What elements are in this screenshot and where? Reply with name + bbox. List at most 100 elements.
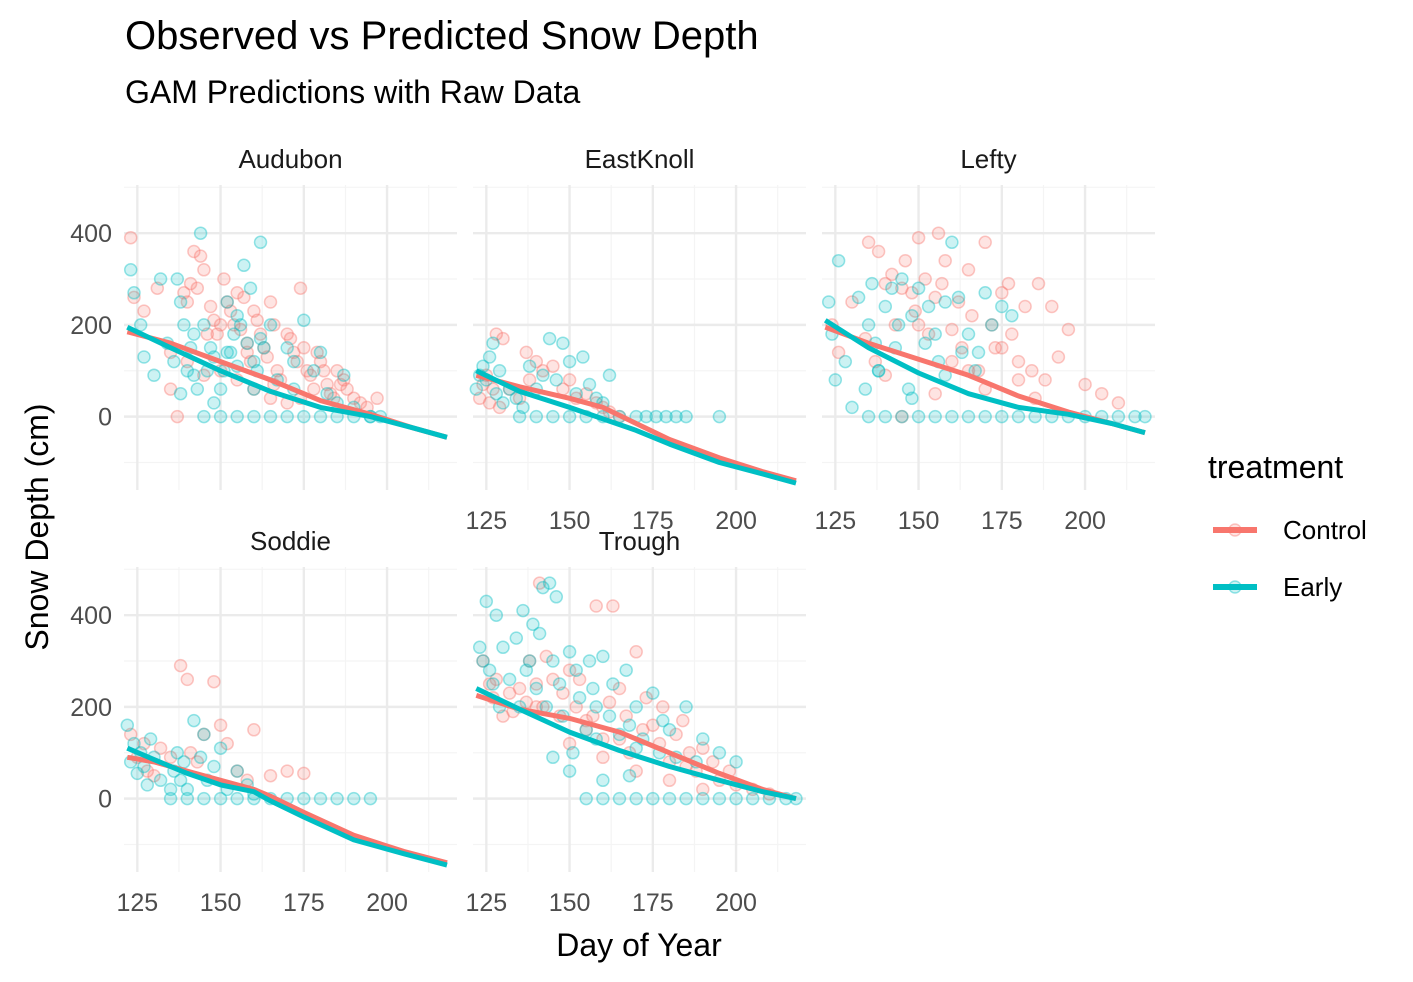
panel-eastknoll: EastKnoll 125 150 175 200 [465, 144, 806, 535]
data-point-early [512, 409, 527, 424]
data-point-control [476, 654, 490, 668]
data-point-early [140, 778, 155, 792]
data-point-control [556, 686, 570, 700]
gam-line-early [126, 324, 448, 440]
x-axis-title: Day of Year [556, 927, 722, 963]
data-point-early [163, 791, 178, 806]
data-point-control [150, 281, 165, 295]
data-point-early [193, 226, 208, 240]
data-point-early [566, 746, 580, 760]
data-point-early [542, 331, 557, 346]
data-point-early [532, 626, 547, 641]
data-point-early [622, 768, 637, 783]
data-point-control [579, 386, 593, 401]
data-point-early [130, 766, 145, 781]
data-point-control [586, 709, 600, 723]
data-point-early [951, 290, 966, 305]
data-point-early [895, 409, 909, 424]
data-point-control [323, 386, 338, 401]
data-point-early [911, 281, 926, 295]
data-point-early [1011, 409, 1026, 424]
data-point-control [317, 364, 331, 378]
data-point-control [602, 695, 617, 710]
data-point-control [1061, 322, 1076, 337]
data-point-control [529, 354, 544, 369]
data-point-early [143, 732, 158, 746]
data-point-control [978, 235, 992, 250]
data-point-early [596, 791, 610, 806]
data-point-control [290, 354, 304, 369]
data-point-early [170, 272, 185, 286]
data-point-control [911, 318, 926, 332]
data-point-early [529, 681, 544, 696]
data-point-early [230, 308, 244, 323]
data-point-control [183, 276, 198, 291]
data-point-control [307, 382, 321, 396]
data-point-early [153, 272, 168, 286]
data-point-early [313, 791, 328, 806]
x-tick-label: 200 [1064, 507, 1106, 535]
data-point-control [696, 741, 710, 755]
data-point-control [696, 782, 710, 797]
legend-key-point-control [1228, 523, 1242, 537]
data-point-control [562, 736, 577, 751]
data-point-early [679, 409, 693, 424]
x-tick-label: 175 [632, 507, 674, 535]
data-point-control [995, 341, 1009, 355]
data-point-early [905, 308, 919, 323]
data-point-control [303, 368, 318, 383]
data-point-control [482, 677, 497, 691]
data-point-early [486, 677, 500, 691]
data-point-early [669, 409, 683, 424]
data-point-control [472, 391, 487, 406]
data-point-control [905, 286, 919, 300]
data-point-early [871, 364, 886, 378]
gam-line-early [475, 686, 797, 802]
data-point-control [569, 700, 583, 714]
panel-audubon: Audubon 0 200 400 [70, 144, 457, 490]
data-point-early [193, 750, 208, 765]
data-point-early [489, 608, 504, 622]
data-point-control [995, 286, 1009, 300]
data-point-early [330, 791, 344, 806]
data-point-early [821, 295, 836, 309]
panel-title-trough: Trough [599, 526, 680, 556]
data-point-control [928, 290, 942, 305]
data-point-control [240, 345, 254, 360]
data-point-control [123, 230, 138, 245]
data-point-early [562, 354, 577, 369]
legend-label-early: Early [1283, 572, 1342, 602]
data-point-early [320, 386, 334, 401]
data-point-early [213, 382, 228, 396]
data-point-early [679, 700, 693, 714]
gam-line-early [823, 318, 1146, 436]
data-point-control [951, 295, 966, 309]
data-point-control [676, 713, 690, 728]
data-point-early [729, 791, 743, 806]
data-point-control [223, 304, 238, 318]
x-tick-label: 175 [981, 507, 1023, 535]
data-point-control [988, 341, 1002, 355]
data-point-early [240, 336, 254, 350]
x-tick-label: 125 [465, 889, 507, 917]
data-point-early [629, 791, 643, 806]
data-point-early [536, 580, 550, 595]
x-tick-label: 125 [814, 507, 856, 535]
data-point-control [572, 672, 587, 687]
data-point-control [280, 764, 294, 778]
data-point-early [845, 400, 859, 415]
data-point-control [861, 235, 876, 250]
data-point-control [190, 281, 205, 295]
data-point-early [562, 764, 577, 778]
data-point-early [646, 791, 660, 806]
data-point-early [529, 409, 544, 424]
data-point-control [898, 253, 913, 268]
data-point-control [320, 377, 334, 392]
data-point-control [337, 373, 351, 387]
data-point-control [293, 281, 308, 295]
data-point-early [173, 295, 188, 309]
data-point-control [662, 773, 677, 788]
data-point-early [978, 409, 992, 424]
data-point-control [280, 327, 294, 341]
